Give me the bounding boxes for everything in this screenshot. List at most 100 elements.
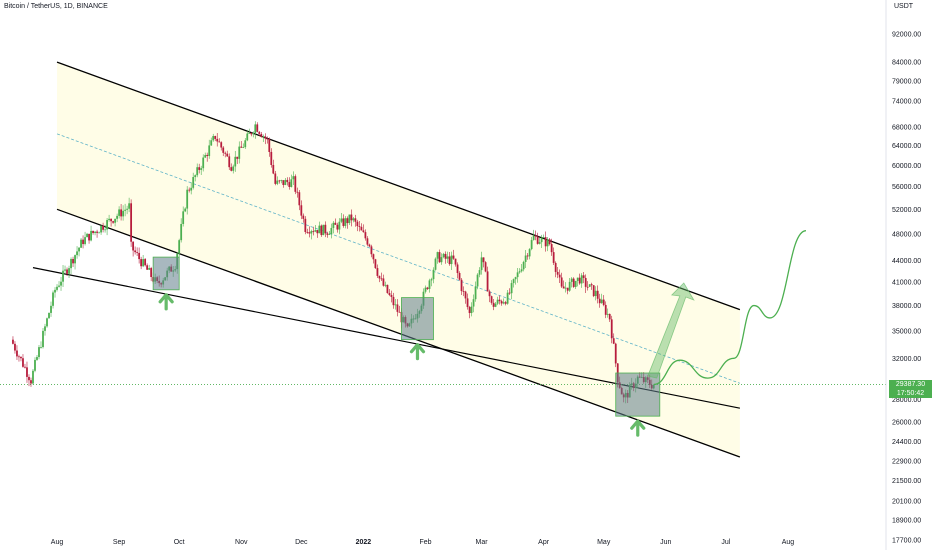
candle-body <box>102 225 104 230</box>
candle-body <box>592 285 595 297</box>
candle-body <box>128 203 131 209</box>
candle-body <box>248 132 251 134</box>
candle-body <box>598 298 601 304</box>
candle-body <box>252 132 255 135</box>
candle-body <box>424 287 427 292</box>
price-tick-label: 24400.00 <box>892 439 921 446</box>
candle-body <box>500 301 503 304</box>
candle-body <box>306 231 309 233</box>
candle-body <box>344 218 347 226</box>
candle-body <box>96 231 98 233</box>
candle-body <box>540 237 543 243</box>
candle-body <box>558 274 561 278</box>
candle-body <box>192 177 195 188</box>
candle-body <box>292 176 295 180</box>
time-tick-label: Jul <box>721 539 730 546</box>
candle-body <box>454 258 457 265</box>
price-tick-label: 18900.00 <box>892 517 921 524</box>
candle-body <box>150 268 153 278</box>
candle-body <box>368 244 371 247</box>
candle-body <box>600 299 603 304</box>
candle-body <box>428 280 431 289</box>
candle-body <box>258 131 261 134</box>
candle-body <box>466 298 469 308</box>
candle-body <box>256 124 259 132</box>
candle-body <box>202 157 205 169</box>
candle-body <box>338 221 341 230</box>
candle-body <box>444 253 447 259</box>
candle-body <box>490 296 493 303</box>
candle-body <box>46 318 48 327</box>
candle-body <box>146 265 149 270</box>
candle-body <box>270 151 273 165</box>
candle-body <box>50 305 52 313</box>
candle-body <box>186 189 189 209</box>
candle-body <box>14 343 16 351</box>
price-tick-label: 22900.00 <box>892 458 921 465</box>
candle-body <box>242 147 245 148</box>
candle-body <box>562 286 565 289</box>
candle-body <box>144 259 147 266</box>
candle-body <box>94 231 96 234</box>
candle-body <box>594 290 597 297</box>
candle-body <box>384 284 387 286</box>
candle-body <box>548 239 551 245</box>
support-zone-box <box>401 297 434 341</box>
candle-body <box>464 291 467 299</box>
candle-body <box>304 218 307 232</box>
candle-body <box>238 146 241 159</box>
candle-body <box>206 154 209 157</box>
candle-body <box>26 367 28 377</box>
candle-body <box>22 358 24 367</box>
candle-body <box>470 306 473 314</box>
price-tick-label: 44000.00 <box>892 258 921 265</box>
candle-body <box>560 277 563 287</box>
candle-body <box>82 239 84 245</box>
candle-body <box>284 179 287 185</box>
candle-body <box>610 319 613 339</box>
candle-body <box>356 221 359 227</box>
candle-body <box>578 277 581 284</box>
candle-body <box>62 270 64 282</box>
candle-body <box>526 255 529 257</box>
candle-body <box>478 270 481 275</box>
candle-body <box>90 230 92 241</box>
time-tick-label: May <box>597 539 611 546</box>
candle-body <box>298 192 301 206</box>
candle-body <box>142 259 145 267</box>
candle-body <box>460 279 463 292</box>
candle-body <box>538 242 541 244</box>
candle-body <box>374 259 377 269</box>
candle-body <box>568 281 571 291</box>
candle-body <box>508 292 511 294</box>
price-tick-label: 41000.00 <box>892 280 921 287</box>
candle-body <box>570 278 573 282</box>
price-tick-label: 32000.00 <box>892 356 921 363</box>
candle-body <box>136 252 139 253</box>
candle-body <box>208 145 211 157</box>
current-price-value: 29387.30 <box>895 381 926 388</box>
candle-body <box>492 302 495 307</box>
price-tick-label: 79000.00 <box>892 78 921 85</box>
candle-body <box>606 313 609 315</box>
candle-body <box>234 156 237 167</box>
candle-body <box>386 284 389 294</box>
candle-body <box>118 209 120 216</box>
candle-body <box>550 244 553 253</box>
candle-body <box>58 285 60 287</box>
candle-body <box>60 281 62 286</box>
annotations <box>152 230 807 437</box>
candle-body <box>324 224 327 234</box>
candle-body <box>388 293 391 295</box>
candle-body <box>346 218 349 224</box>
candle-body <box>330 227 333 235</box>
candle-body <box>210 140 213 146</box>
candle-body <box>506 292 509 304</box>
candle-body <box>84 237 86 245</box>
time-tick-label: Aug <box>782 539 795 546</box>
candle-body <box>484 262 487 272</box>
candle-body <box>190 187 193 191</box>
candle-body <box>596 290 599 299</box>
candle-body <box>468 307 471 314</box>
